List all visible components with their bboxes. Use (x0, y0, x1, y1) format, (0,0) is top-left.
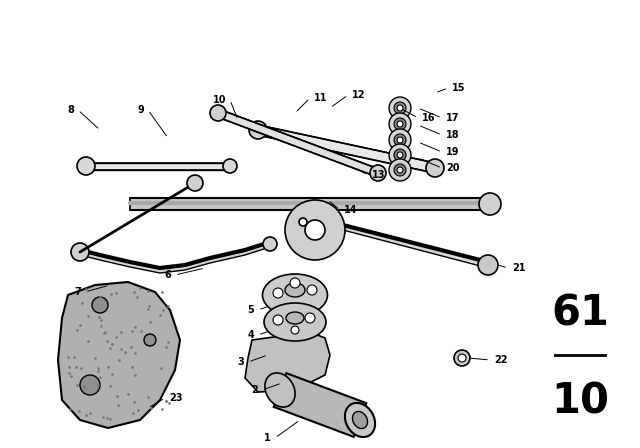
Circle shape (305, 313, 315, 323)
Text: 8: 8 (67, 105, 74, 115)
Text: 17: 17 (446, 113, 460, 123)
Circle shape (210, 105, 226, 121)
Polygon shape (343, 225, 488, 268)
Ellipse shape (345, 403, 375, 437)
Circle shape (305, 220, 325, 240)
Circle shape (389, 129, 411, 151)
Text: 21: 21 (512, 263, 525, 273)
Text: 23: 23 (169, 393, 182, 403)
Polygon shape (100, 255, 130, 267)
Circle shape (144, 334, 156, 346)
Text: 61: 61 (551, 293, 609, 335)
Circle shape (458, 354, 466, 362)
Circle shape (479, 193, 501, 215)
Circle shape (397, 167, 403, 173)
Circle shape (299, 218, 307, 226)
Text: 4: 4 (247, 330, 254, 340)
Circle shape (273, 288, 283, 298)
Polygon shape (160, 265, 185, 273)
Text: 20: 20 (446, 163, 460, 173)
Ellipse shape (262, 274, 328, 316)
Circle shape (223, 159, 237, 173)
Circle shape (426, 159, 444, 177)
Circle shape (397, 137, 403, 143)
Text: 9: 9 (137, 105, 144, 115)
Circle shape (397, 152, 403, 158)
Circle shape (273, 315, 283, 325)
Circle shape (397, 105, 403, 111)
Circle shape (389, 97, 411, 119)
Polygon shape (210, 250, 245, 263)
Ellipse shape (286, 312, 304, 324)
Circle shape (394, 164, 406, 176)
Text: 22: 22 (494, 355, 508, 365)
Polygon shape (130, 198, 490, 210)
Circle shape (263, 237, 277, 251)
Text: 6: 6 (164, 270, 171, 280)
Ellipse shape (285, 283, 305, 297)
Circle shape (394, 118, 406, 130)
Ellipse shape (264, 303, 326, 341)
Circle shape (92, 297, 108, 313)
Text: 12: 12 (352, 90, 365, 100)
Text: 3: 3 (237, 357, 244, 367)
Circle shape (249, 121, 267, 139)
Circle shape (187, 175, 203, 191)
Circle shape (285, 200, 345, 260)
Polygon shape (130, 262, 160, 273)
Ellipse shape (265, 373, 295, 407)
Text: 14: 14 (344, 205, 358, 215)
Circle shape (291, 326, 299, 334)
Circle shape (394, 134, 406, 146)
Polygon shape (58, 282, 180, 428)
Text: 5: 5 (247, 305, 254, 315)
Text: 11: 11 (314, 93, 328, 103)
Circle shape (80, 375, 100, 395)
Circle shape (307, 285, 317, 295)
Text: 10: 10 (551, 380, 609, 422)
Polygon shape (245, 242, 270, 255)
Circle shape (394, 149, 406, 161)
Polygon shape (80, 250, 100, 260)
Circle shape (454, 350, 470, 366)
Circle shape (478, 255, 498, 275)
Text: 13: 13 (372, 170, 385, 180)
Text: 7: 7 (74, 287, 81, 297)
Polygon shape (216, 109, 380, 177)
Text: 10: 10 (212, 95, 226, 105)
Text: 2: 2 (252, 385, 258, 395)
Text: 18: 18 (446, 130, 460, 140)
Circle shape (77, 157, 95, 175)
Text: 19: 19 (446, 147, 460, 157)
Text: 1: 1 (264, 433, 271, 443)
Circle shape (389, 144, 411, 166)
Polygon shape (274, 373, 366, 437)
Polygon shape (245, 332, 330, 392)
Circle shape (397, 121, 403, 127)
Text: 15: 15 (452, 83, 465, 93)
Circle shape (370, 165, 386, 181)
Circle shape (394, 102, 406, 114)
Circle shape (389, 113, 411, 135)
Circle shape (290, 278, 300, 288)
Polygon shape (85, 163, 230, 170)
Polygon shape (185, 258, 210, 270)
Circle shape (389, 159, 411, 181)
Text: 16: 16 (422, 113, 435, 123)
Circle shape (71, 243, 89, 261)
Ellipse shape (353, 411, 367, 429)
Polygon shape (257, 125, 436, 173)
